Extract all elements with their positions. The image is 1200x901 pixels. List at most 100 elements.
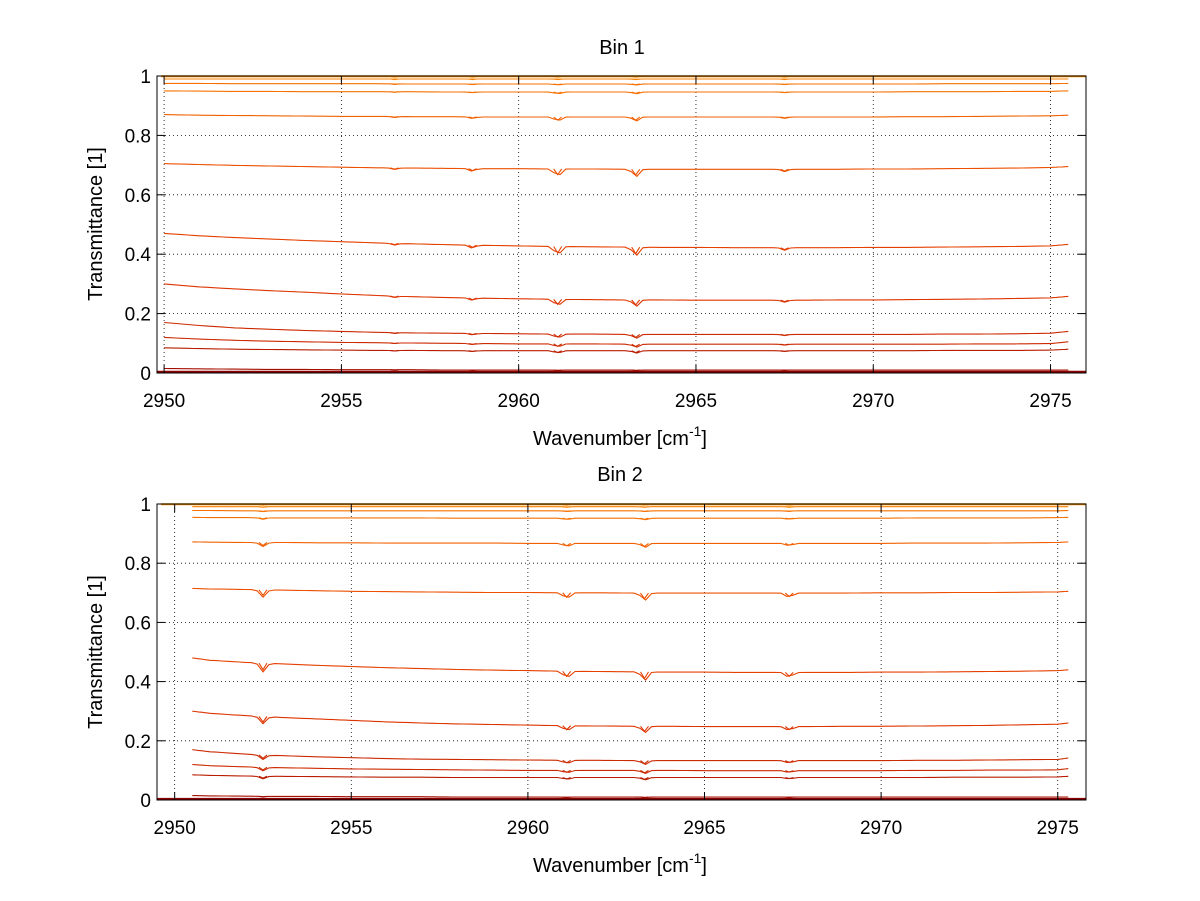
- absorption-dip: [631, 369, 640, 372]
- x-tick-label: 2970: [852, 391, 894, 412]
- y-tick-label: 1: [140, 495, 151, 516]
- y-tick-label: 0.2: [125, 732, 151, 753]
- absorption-dip: [780, 247, 789, 251]
- y-tick-label: 0.8: [125, 126, 151, 147]
- absorption-dip: [553, 343, 562, 347]
- absorption-dip: [468, 78, 477, 81]
- absorption-dip: [562, 759, 571, 764]
- absorption-dip: [553, 369, 562, 372]
- absorption-dip: [785, 542, 794, 546]
- series-line: [192, 587, 1069, 601]
- absorption-dip: [562, 506, 571, 508]
- absorption-dip: [553, 246, 563, 255]
- absorption-dip: [785, 517, 794, 520]
- absorption-dip: [780, 369, 789, 372]
- series-line: [192, 516, 1069, 521]
- absorption-dip: [631, 350, 640, 354]
- absorption-dip: [258, 510, 268, 512]
- absorption-dip: [390, 369, 399, 371]
- absorption-dip: [258, 662, 268, 671]
- absorption-dip: [640, 510, 649, 512]
- series-line: [164, 367, 1069, 371]
- plot-panel-bin-2: Bin 2 2950 2955 2960 2965 2970 2975 0 0.2 0.4 0.6…: [85, 464, 1087, 877]
- ticks: 2950 2955 2960 2965 2970 2975 0 0.2 0.4 0.6 0.8 1: [125, 495, 1086, 839]
- absorption-dip: [631, 343, 640, 348]
- absorption-dip: [553, 333, 563, 338]
- absorption-dip: [258, 506, 268, 508]
- series-line: [192, 763, 1069, 774]
- plot-title: Bin 2: [597, 464, 643, 486]
- axes-box: [156, 75, 1087, 374]
- series-line: [192, 795, 1069, 798]
- x-tick-label: 2950: [143, 391, 185, 412]
- absorption-dip: [631, 78, 640, 81]
- absorption-dip: [640, 777, 649, 781]
- absorption-dip: [390, 349, 399, 352]
- y-tick-label: 0: [140, 364, 151, 385]
- series-line: [164, 163, 1069, 178]
- x-tick-label: 2970: [860, 818, 902, 839]
- series-line: [192, 509, 1069, 513]
- absorption-dip: [631, 333, 641, 339]
- x-tick-label: 2950: [154, 818, 196, 839]
- absorption-dip: [468, 342, 477, 345]
- absorption-dip: [258, 766, 268, 771]
- absorption-dip: [258, 775, 268, 779]
- ticks: 2950 2955 2960 2965 2970 2975 0 0.2 0.4 0.6 0.8 1: [125, 67, 1086, 412]
- series-line: [192, 541, 1069, 548]
- y-tick-label: 0.2: [125, 305, 151, 326]
- absorption-dip: [785, 760, 794, 764]
- absorption-dip: [258, 517, 268, 520]
- absorption-dip: [640, 796, 649, 799]
- absorption-dip: [640, 592, 649, 600]
- absorption-dip: [631, 91, 640, 94]
- absorption-dip: [640, 760, 649, 765]
- absorption-dip: [562, 517, 571, 520]
- absorption-dip: [631, 116, 641, 121]
- absorption-dip: [390, 91, 399, 93]
- series-line: [192, 774, 1069, 781]
- absorption-dip: [468, 168, 477, 172]
- absorption-dip: [390, 295, 399, 298]
- absorption-dip: [780, 299, 789, 303]
- absorption-dip: [390, 83, 399, 86]
- absorption-dip: [562, 725, 572, 731]
- x-tick-label: 2955: [320, 391, 362, 412]
- absorption-dip: [640, 725, 649, 733]
- y-tick-label: 0.6: [125, 613, 151, 634]
- absorption-dip: [553, 78, 562, 81]
- absorption-dip: [553, 299, 563, 306]
- y-tick-label: 0.6: [125, 186, 151, 207]
- y-tick-label: 0.4: [125, 673, 152, 694]
- absorption-dip: [631, 168, 641, 176]
- absorption-dip: [780, 91, 789, 94]
- absorption-dip: [784, 592, 794, 598]
- absorption-dip: [631, 83, 640, 86]
- absorption-dip: [553, 83, 562, 86]
- absorption-dip: [468, 83, 477, 86]
- absorption-dip: [468, 116, 477, 119]
- series-line: [192, 657, 1069, 681]
- absorption-dip: [553, 168, 563, 176]
- series-line: [164, 283, 1069, 307]
- absorption-dip: [553, 91, 562, 94]
- absorption-dip: [258, 589, 268, 597]
- absorption-dip: [562, 670, 572, 678]
- absorption-dip: [785, 796, 794, 799]
- series-line: [164, 114, 1069, 122]
- absorption-dip: [562, 776, 571, 780]
- absorption-dip: [468, 332, 477, 336]
- absorption-dip: [780, 168, 789, 172]
- absorption-dip: [390, 167, 399, 170]
- absorption-dip: [562, 542, 571, 547]
- absorption-dip: [780, 83, 789, 86]
- absorption-dip: [468, 244, 477, 249]
- absorption-dip: [785, 770, 794, 773]
- absorption-dip: [562, 592, 572, 599]
- absorption-dip: [780, 343, 789, 346]
- series-line: [192, 749, 1069, 766]
- absorption-dip: [258, 795, 268, 798]
- y-tick-label: 0.4: [125, 245, 152, 266]
